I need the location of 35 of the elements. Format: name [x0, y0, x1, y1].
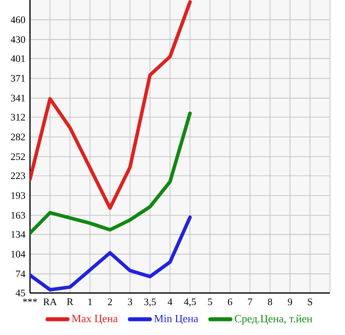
x-tick-label: 5 [208, 298, 212, 306]
x-tick-label: S [308, 298, 312, 306]
y-tick-label: 104 [11, 250, 26, 258]
x-tick-label: R [66, 298, 74, 306]
x-tick-label: 1 [88, 298, 92, 306]
y-tick-label: 430 [10, 36, 26, 43]
x-tick-label: 9 [288, 298, 292, 306]
line-series [30, 112, 192, 235]
y-tick-label: 282 [10, 134, 25, 140]
x-tick-label: 6 [228, 298, 232, 306]
x-tick-label: 7 [248, 298, 252, 306]
y-tick-label: 341 [11, 94, 25, 102]
x-tick-label: 3 [128, 298, 132, 306]
legend-label: Min Цена [154, 314, 198, 324]
y-tick-label: 74 [16, 270, 26, 278]
y-tick-label: 401 [10, 55, 25, 62]
y-tick-label: 371 [11, 75, 25, 82]
x-tick-label: 2 [108, 298, 112, 306]
line-series [30, 216, 192, 292]
y-tick-label: 460 [10, 16, 26, 24]
x-tick-label: RA [43, 298, 57, 306]
y-tick-label: 134 [11, 231, 26, 238]
y-tick-label: 163 [11, 212, 26, 219]
x-tick-label: 4 [168, 298, 172, 306]
y-tick-label: 45 [16, 290, 26, 296]
y-tick-label: 312 [11, 114, 25, 121]
x-tick-label: 8 [268, 298, 272, 306]
x-tick-label: *** [23, 298, 37, 302]
legend-label: Max Цена [72, 314, 118, 324]
x-tick-label: 4,5 [184, 298, 196, 307]
y-tick-label: 193 [11, 192, 26, 199]
x-tick-label: 3,5 [144, 298, 156, 307]
y-tick-label: 223 [10, 172, 26, 180]
y-tick-label: 252 [10, 153, 25, 160]
legend-label: Сред.Цена, т.йен [234, 314, 312, 325]
